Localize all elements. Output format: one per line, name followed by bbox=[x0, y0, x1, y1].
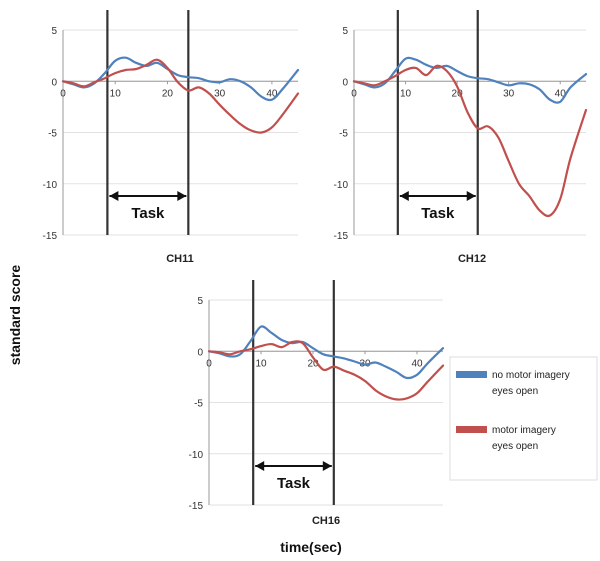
ch11-task-arrowhead-right bbox=[177, 191, 187, 202]
ch11-y-tick-label: 5 bbox=[51, 26, 57, 37]
chart-panels: 5 0 -5 -10 -15 0 10 20 30 40 Task CH11 5 0 -5 -10 -15 0 10… bbox=[43, 10, 588, 527]
chart-ch11: 5 0 -5 -10 -15 0 10 20 30 40 Task CH11 bbox=[43, 10, 300, 265]
ch16-y-tick-label: 0 bbox=[197, 347, 203, 358]
ch12-x-tick-label: 20 bbox=[452, 88, 464, 99]
ch11-y-tick-label: -5 bbox=[48, 129, 57, 140]
ch16-series-line-motor-imagery bbox=[207, 340, 445, 401]
ch16-x-tick-label: 0 bbox=[206, 358, 212, 369]
ch12-y-tick-label: -15 bbox=[334, 231, 349, 242]
ch11-panel-title: CH11 bbox=[166, 253, 194, 265]
ch11-series-line-motor-imagery bbox=[61, 58, 300, 134]
y-axis-title: standard score bbox=[7, 265, 23, 366]
ch16-panel-title: CH16 bbox=[312, 515, 340, 527]
ch12-task-label: Task bbox=[421, 205, 455, 222]
ch12-task-arrowhead-left bbox=[399, 191, 409, 202]
ch16-x-tick-label: 20 bbox=[307, 358, 319, 369]
ch11-x-tick-label: 10 bbox=[110, 88, 122, 99]
ch12-x-tick-label: 0 bbox=[351, 88, 357, 99]
ch16-task-arrowhead-right bbox=[322, 461, 332, 472]
ch16-x-tick-label: 40 bbox=[411, 358, 423, 369]
ch11-x-tick-label: 30 bbox=[214, 88, 226, 99]
legend-label-no-motor-imagery-line2: eyes open bbox=[492, 386, 538, 397]
legend-swatch-motor-imagery bbox=[456, 426, 487, 433]
ch11-series-line-no-motor-imagery bbox=[61, 56, 300, 102]
ch16-y-tick-label: -5 bbox=[194, 399, 203, 410]
ch12-series-line-no-motor-imagery bbox=[352, 56, 588, 104]
x-axis-title: time(sec) bbox=[280, 539, 341, 555]
ch12-y-tick-label: -5 bbox=[339, 129, 348, 140]
legend: no motor imagery eyes open motor imagery… bbox=[449, 356, 598, 481]
ch16-x-tick-label: 10 bbox=[255, 358, 267, 369]
ch11-y-tick-label: -15 bbox=[43, 231, 58, 242]
ch12-y-tick-label: 0 bbox=[342, 77, 348, 88]
ch11-x-tick-label: 40 bbox=[266, 88, 278, 99]
ch11-task-label: Task bbox=[131, 205, 165, 222]
ch16-y-tick-label: -10 bbox=[189, 450, 204, 461]
ch12-panel-title: CH12 bbox=[458, 253, 486, 265]
ch12-y-tick-label: 5 bbox=[342, 26, 348, 37]
legend-label-no-motor-imagery-line1: no motor imagery bbox=[492, 370, 570, 381]
ch12-x-tick-label: 40 bbox=[555, 88, 567, 99]
ch11-x-tick-label: 0 bbox=[60, 88, 66, 99]
ch16-task-arrowhead-left bbox=[255, 461, 265, 472]
ch12-task-arrowhead-right bbox=[466, 191, 476, 202]
ch12-series-line-motor-imagery bbox=[352, 64, 588, 218]
ch11-task-arrowhead-left bbox=[109, 191, 119, 202]
legend-label-motor-imagery-line1: motor imagery bbox=[492, 425, 556, 436]
ch16-task-label: Task bbox=[277, 475, 311, 492]
ch11-x-tick-label: 20 bbox=[162, 88, 174, 99]
ch16-y-tick-label: -15 bbox=[189, 501, 204, 512]
ch11-y-tick-label: 0 bbox=[51, 77, 57, 88]
ch12-x-tick-label: 30 bbox=[503, 88, 515, 99]
ch11-y-tick-label: -10 bbox=[43, 180, 58, 191]
chart-ch12: 5 0 -5 -10 -15 0 10 20 30 40 Task CH12 bbox=[334, 10, 588, 265]
legend-label-motor-imagery-line2: eyes open bbox=[492, 441, 538, 452]
ch12-y-tick-label: -10 bbox=[334, 180, 349, 191]
ch16-series-line-no-motor-imagery bbox=[207, 325, 445, 380]
ch12-x-tick-label: 10 bbox=[400, 88, 412, 99]
ch16-y-tick-label: 5 bbox=[197, 296, 203, 307]
legend-swatch-no-motor-imagery bbox=[456, 371, 487, 378]
